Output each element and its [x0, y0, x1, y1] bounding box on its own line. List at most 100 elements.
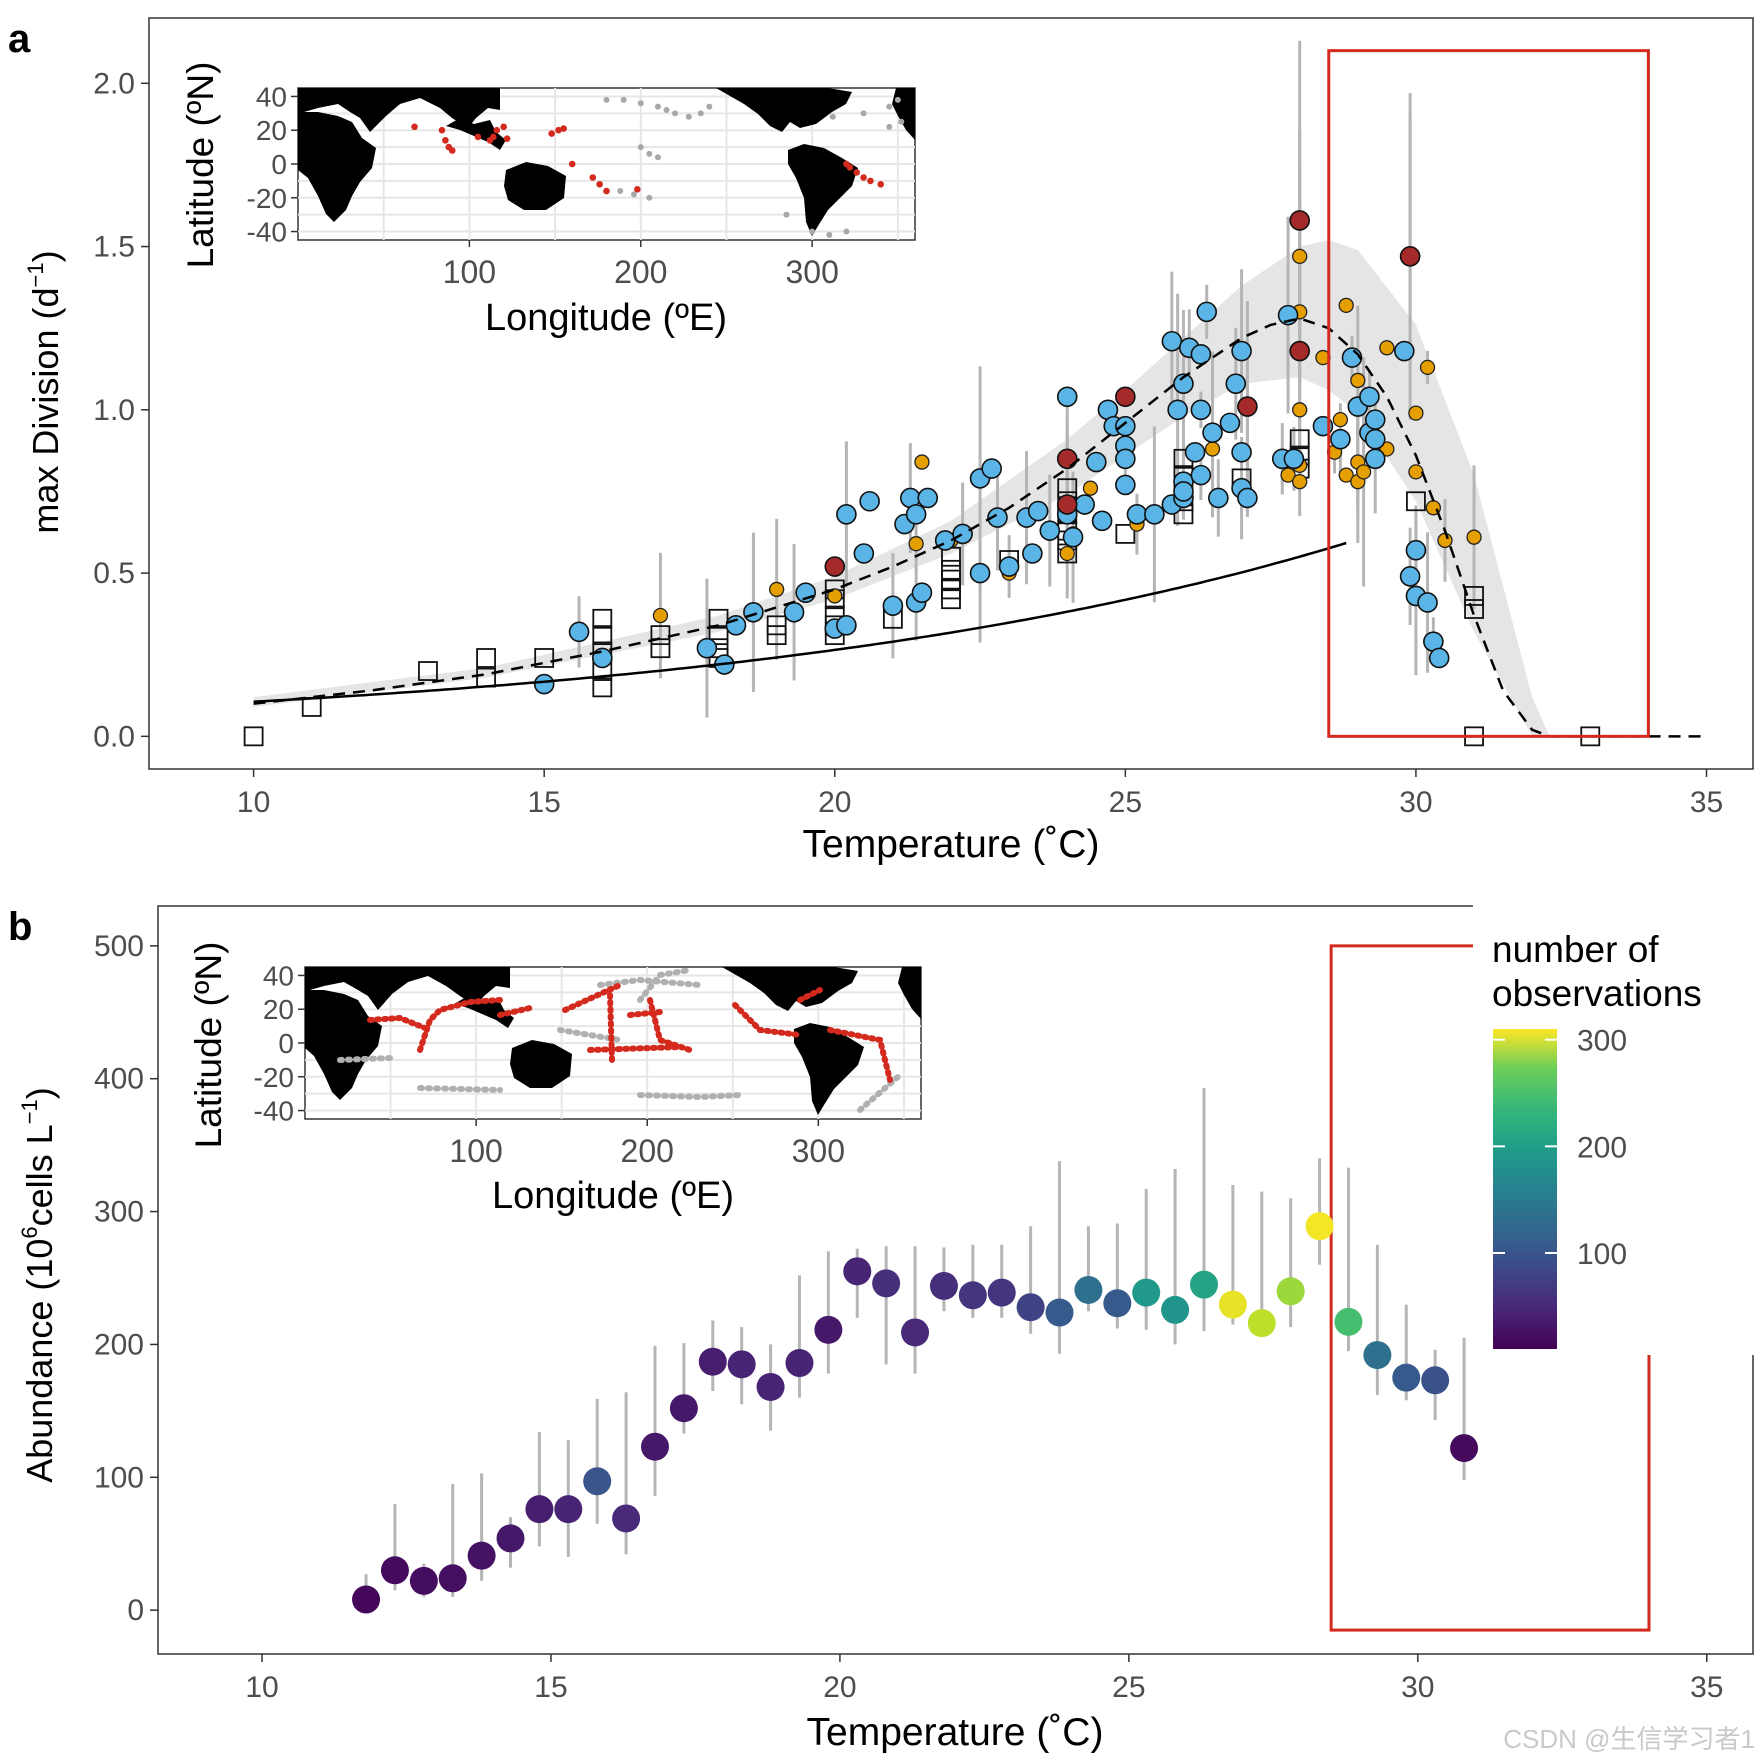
panel-b-x-axis-title: Temperature (˚C) — [807, 1711, 1104, 1754]
blue-point — [1173, 481, 1194, 502]
panel-b-x-axis: 10 15 20 25 30 35 — [245, 1654, 1723, 1704]
abundance-point — [1132, 1278, 1161, 1307]
europe-asia-land — [305, 967, 510, 1010]
blue-point — [1330, 428, 1351, 450]
blue-point — [1428, 647, 1450, 669]
darkred-point — [1289, 210, 1310, 231]
grey-station — [809, 228, 816, 235]
blue-point — [1039, 520, 1061, 541]
legend-tick-label: 200 — [1577, 1131, 1627, 1164]
panel-a-x-axis-title: Temperature (˚C) — [803, 823, 1100, 866]
australia-land — [510, 1040, 572, 1088]
abundance-point — [1421, 1366, 1450, 1395]
panel-a-y-axis-title: max Division (d−1) — [23, 250, 66, 533]
blue-point — [836, 615, 857, 636]
red-station — [555, 126, 562, 134]
orange-point — [1292, 248, 1308, 265]
grey-track — [337, 1055, 393, 1063]
inset-y-tick-label: 40 — [263, 960, 294, 991]
inset-a-y-title: Latitude (ºN) — [180, 62, 221, 269]
grey-station — [646, 194, 653, 201]
blue-point — [1417, 592, 1438, 613]
blue-point — [987, 507, 1008, 528]
grey-station — [706, 103, 713, 110]
legend-title-line1: number of — [1492, 929, 1659, 970]
square-marker — [650, 638, 671, 659]
red-station — [634, 186, 641, 193]
red-station — [867, 177, 874, 185]
blue-point — [1202, 422, 1223, 443]
grey-station — [620, 96, 627, 103]
orange-point — [1204, 441, 1221, 457]
blue-point — [1167, 399, 1188, 421]
blue-point — [1091, 510, 1113, 532]
dashed-curve — [253, 317, 1707, 738]
orange-point — [1338, 297, 1354, 313]
grey-station — [843, 228, 850, 235]
abundance-point — [612, 1504, 641, 1533]
blue-point — [1219, 412, 1241, 434]
blue-point — [859, 490, 880, 512]
panel-b-y-title-pre: Abundance (10 — [19, 1239, 60, 1483]
panel-b-label: b — [8, 905, 32, 949]
panel-a-label: a — [8, 17, 31, 61]
red-station — [490, 133, 497, 141]
inset-y-tick-label: -40 — [247, 217, 287, 248]
x-tick-label: 25 — [1109, 786, 1142, 819]
abundance-point — [496, 1524, 525, 1553]
orange-point — [1280, 467, 1296, 483]
orange-point — [908, 536, 924, 552]
red-station — [438, 126, 446, 134]
grey-track — [637, 1092, 743, 1101]
abundance-point — [438, 1564, 467, 1593]
blue-point — [1225, 373, 1247, 395]
legend-ticks: 100 200 300 — [1493, 1025, 1627, 1271]
y-tick-label: 100 — [94, 1461, 144, 1494]
orange-point — [827, 588, 843, 604]
grey-track — [417, 1085, 503, 1093]
orange-point — [1292, 474, 1308, 490]
grey-station — [646, 150, 653, 157]
blue-point — [1062, 526, 1084, 548]
darkred-point — [1399, 246, 1421, 267]
blue-point — [853, 543, 875, 564]
abundance-point — [987, 1278, 1016, 1307]
y-tick-label: 1.5 — [93, 231, 135, 264]
grey-station — [637, 100, 644, 107]
north-america-land — [722, 967, 858, 1011]
darkred-point — [1056, 448, 1078, 470]
square-marker — [1115, 524, 1136, 544]
abundance-point — [1161, 1295, 1190, 1324]
darkred-point — [824, 556, 846, 577]
abundance-point — [785, 1349, 814, 1378]
panel-b-points — [352, 1212, 1479, 1614]
grey-station — [886, 103, 893, 110]
orange-point — [1350, 372, 1366, 389]
y-tick-label: 300 — [94, 1196, 144, 1229]
y-tick-label: 0 — [127, 1594, 144, 1627]
blue-point — [533, 673, 555, 695]
orange-point — [1355, 464, 1372, 480]
abundance-point — [1363, 1341, 1392, 1370]
square-marker — [476, 648, 496, 668]
inset-y-tick-label: 20 — [263, 994, 294, 1025]
abundance-point — [352, 1585, 381, 1614]
grey-station — [898, 118, 905, 125]
inset-a-x-title: Longitude (ºE) — [485, 297, 727, 339]
blue-point — [1022, 543, 1043, 564]
europe-asia-land — [298, 88, 500, 132]
square-marker — [766, 615, 787, 636]
blue-point — [1056, 386, 1078, 408]
abundance-point — [1074, 1275, 1103, 1304]
x-tick-label: 35 — [1690, 786, 1723, 819]
red-station — [474, 133, 482, 141]
south-america-land — [794, 1023, 864, 1115]
x-tick-label: 20 — [818, 786, 851, 819]
legend-tick-label: 100 — [1577, 1238, 1627, 1271]
legend-title: number of observations — [1492, 929, 1702, 1014]
abundance-point — [1247, 1309, 1276, 1338]
square-marker — [418, 661, 438, 681]
